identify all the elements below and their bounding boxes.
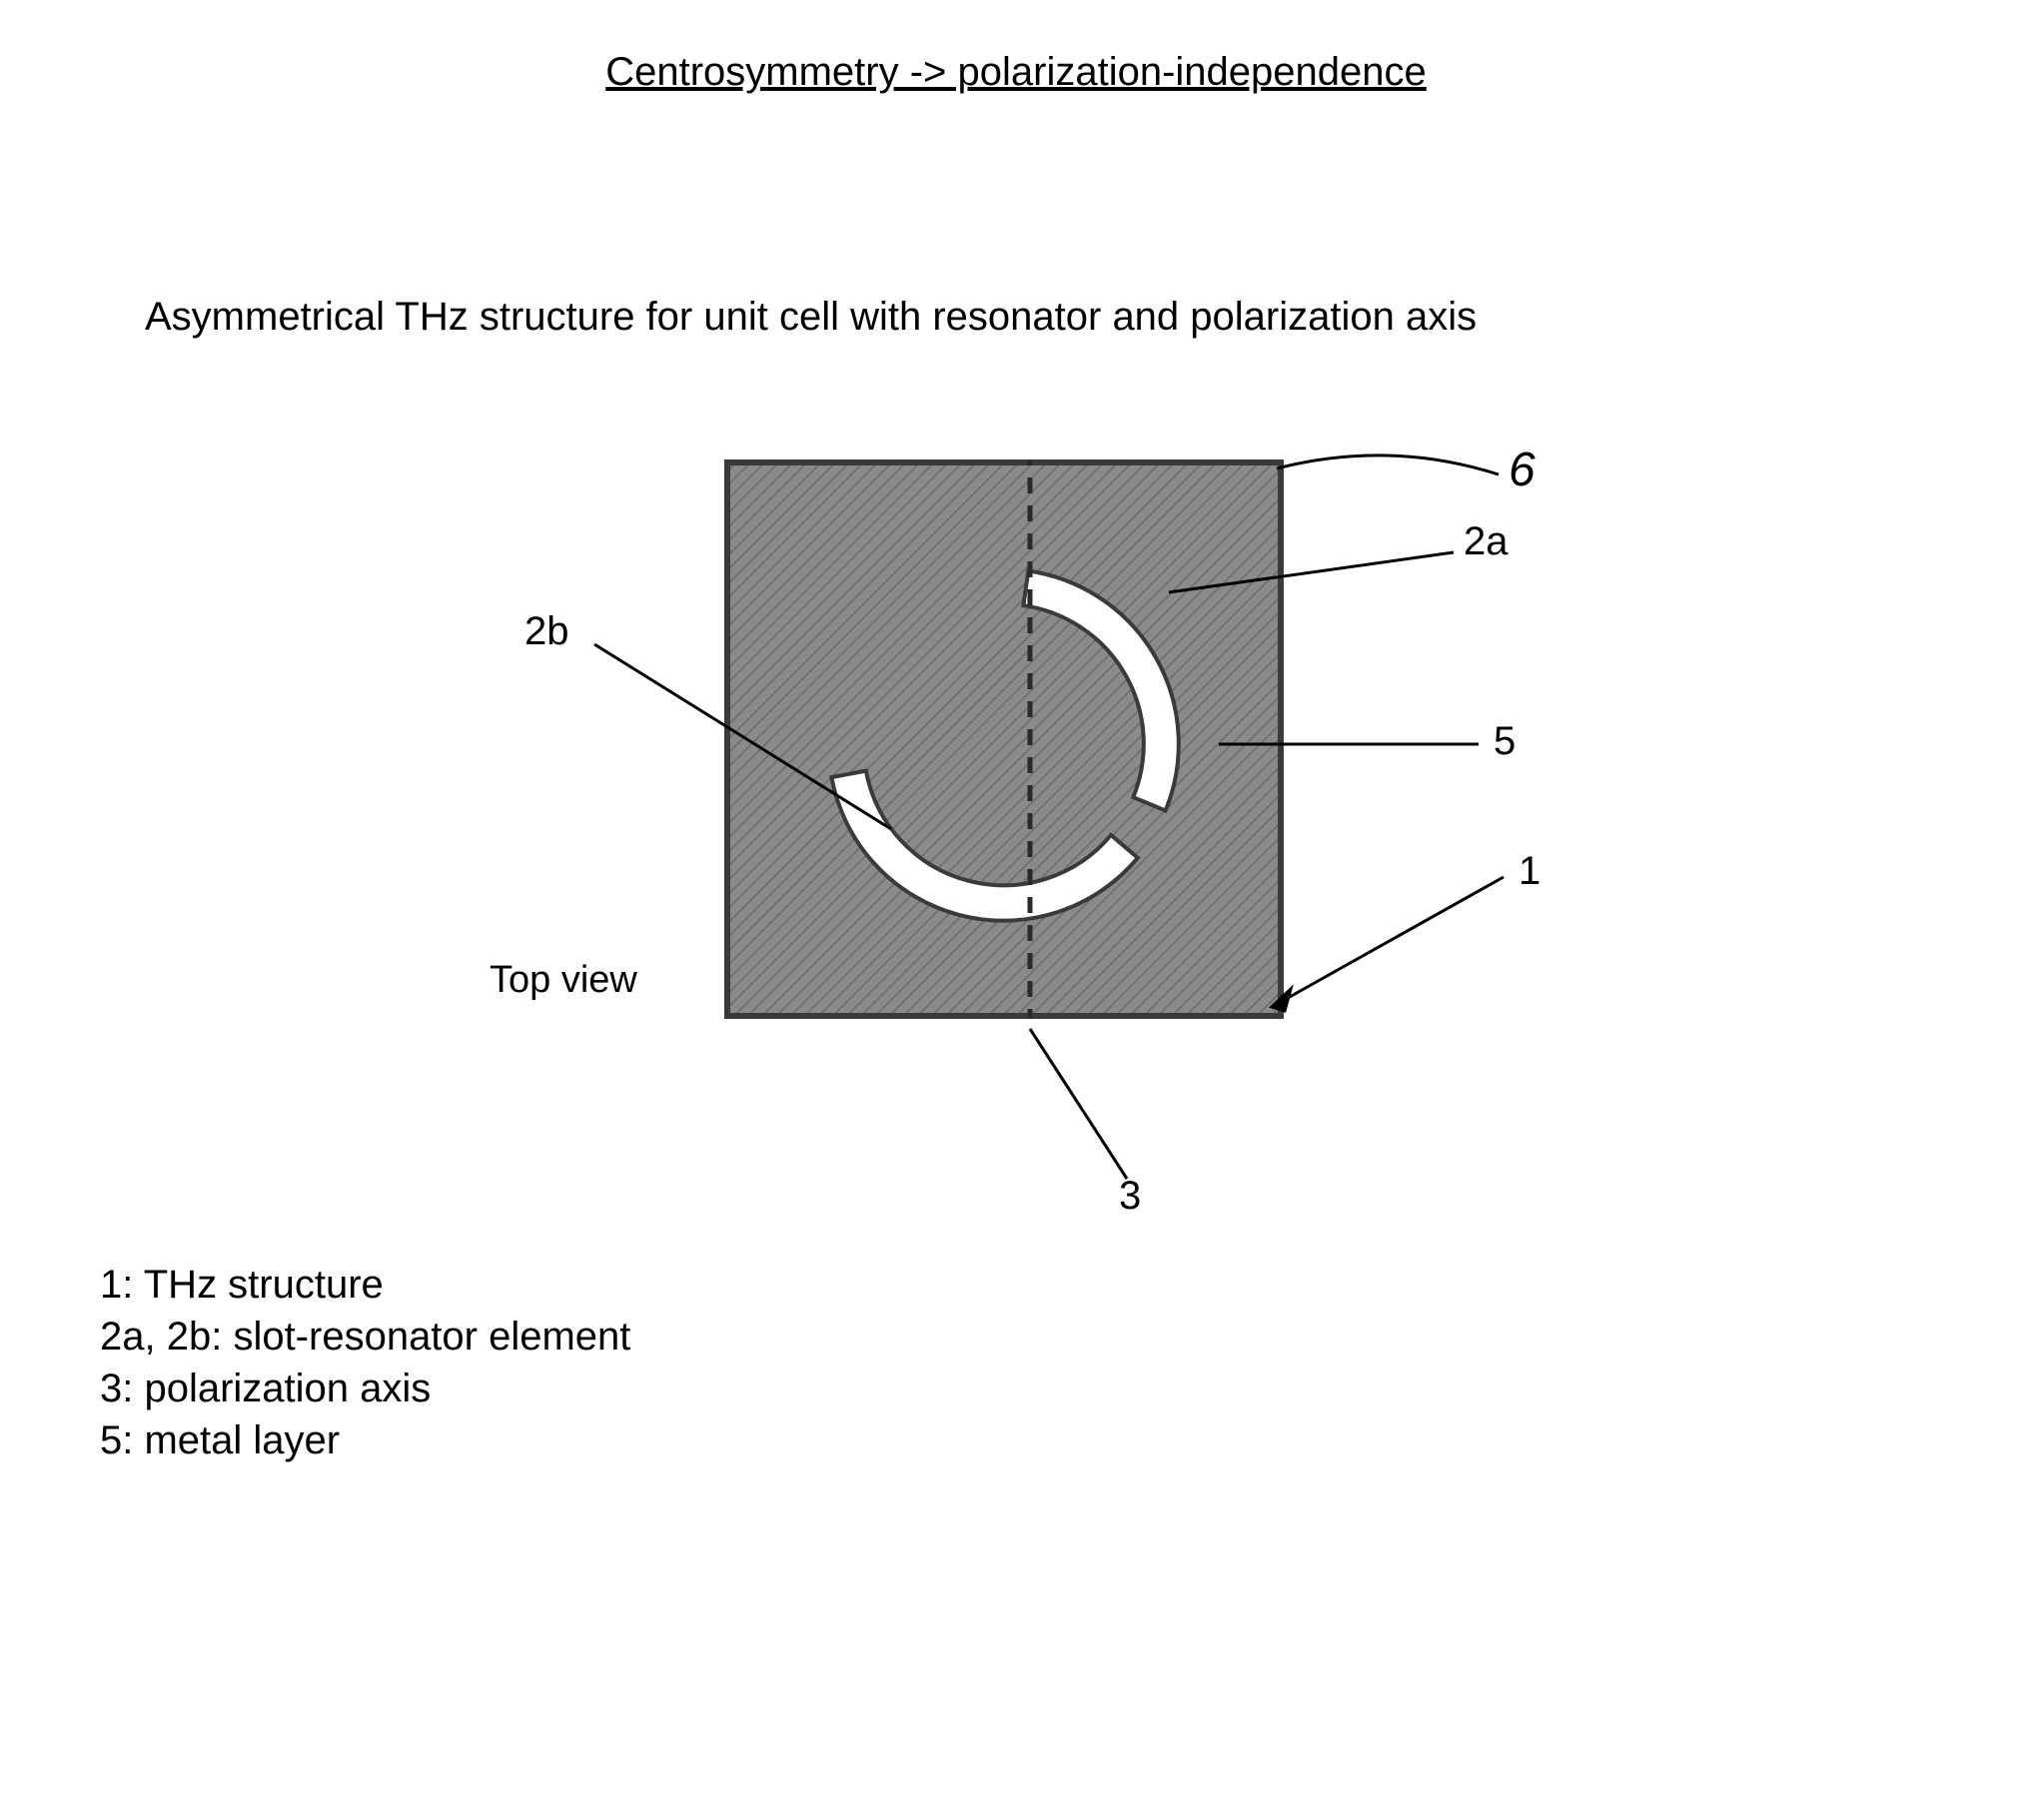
diagram-unit-cell [724,459,1284,1019]
leader-1 [1272,877,1504,1007]
subtitle-text: Asymmetrical THz structure for unit cell… [145,295,1477,340]
callout-2a: 2a [1464,519,1509,564]
topview-label: Top view [490,959,637,1002]
callout-6: 6 [1509,443,1535,497]
legend-line-3: 3: polarization axis [100,1363,630,1414]
legend-line-4: 5: metal layer [100,1414,630,1466]
legend-block: 1: THz structure 2a, 2b: slot-resonator … [100,1259,630,1466]
legend-line-1: 1: THz structure [100,1259,630,1311]
leader-6 [1277,455,1499,474]
callout-5: 5 [1494,719,1516,764]
leader-3 [1030,1029,1127,1179]
title-heading: Centrosymmetry -> polarization-independe… [605,50,1427,95]
callout-3: 3 [1119,1174,1141,1219]
metal-layer-square [727,462,1281,1016]
legend-line-2: 2a, 2b: slot-resonator element [100,1311,630,1363]
unit-cell-svg [724,459,1284,1019]
callout-2b: 2b [524,609,569,654]
callout-1: 1 [1519,849,1540,894]
